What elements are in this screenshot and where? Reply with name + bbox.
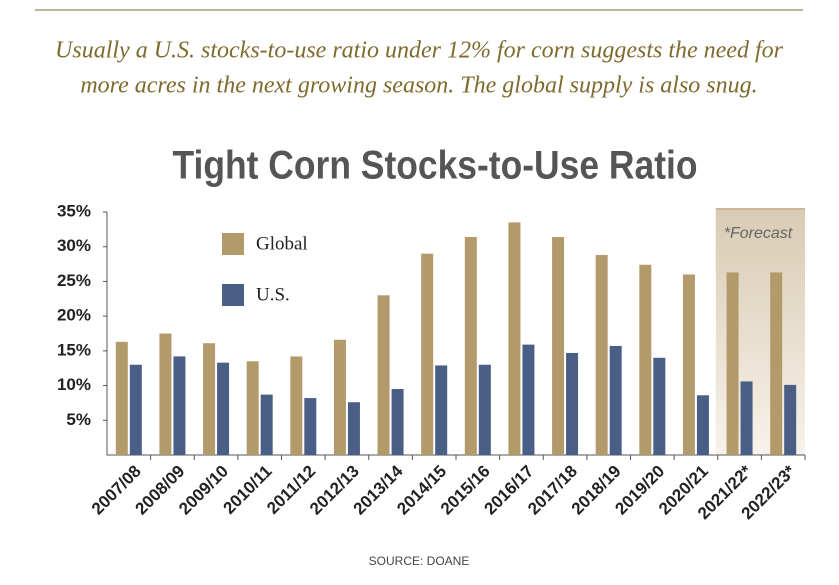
bar: [129, 364, 142, 455]
bar: [740, 381, 753, 455]
bar: [260, 394, 273, 455]
bar: [726, 272, 739, 455]
bar: [696, 395, 709, 455]
legend-label: Global: [256, 233, 308, 254]
y-tick-label: 15%: [57, 340, 91, 359]
bar: [173, 356, 186, 455]
bar: [508, 222, 521, 455]
legend-swatch: [222, 284, 244, 306]
bar: [304, 398, 317, 455]
bar: [478, 364, 491, 455]
bar: [246, 361, 259, 455]
y-tick-label: 30%: [57, 236, 91, 255]
bar: [552, 236, 565, 455]
x-tick-label: 2009/10: [175, 462, 232, 519]
bar: [203, 343, 216, 455]
subtitle: more acres in the next growing season. T…: [80, 73, 757, 99]
plot: *Forecast5%10%15%20%25%30%35%2007/082008…: [57, 201, 806, 523]
y-tick-label: 5%: [66, 410, 91, 429]
bar: [653, 357, 666, 455]
bar: [609, 345, 622, 455]
bar: [421, 253, 434, 455]
legend-label: U.S.: [256, 284, 290, 305]
bar: [639, 264, 652, 455]
bar: [770, 272, 783, 455]
bar: [159, 333, 172, 455]
bar: [333, 339, 346, 455]
bar: [682, 274, 695, 455]
forecast-note: *Forecast: [724, 225, 793, 242]
subtitle: Usually a U.S. stocks-to-use ratio under…: [55, 38, 784, 64]
legend-swatch: [222, 233, 244, 255]
bar: [566, 352, 579, 455]
bar: [391, 389, 404, 455]
source: SOURCE: DOANE: [369, 554, 470, 568]
y-tick-label: 25%: [57, 271, 91, 290]
y-tick-label: 20%: [57, 306, 91, 325]
y-tick-label: 35%: [57, 201, 91, 220]
bar: [522, 344, 535, 455]
bar: [377, 295, 390, 455]
bar: [595, 255, 608, 455]
bar: [464, 236, 477, 455]
y-tick-label: 10%: [57, 375, 91, 394]
bar: [290, 356, 303, 455]
bar: [217, 362, 230, 455]
bar: [784, 384, 797, 455]
bar: [115, 341, 128, 455]
bar: [347, 402, 360, 455]
bar: [435, 365, 448, 455]
chart-title: Tight Corn Stocks-to-Use Ratio: [173, 144, 698, 188]
